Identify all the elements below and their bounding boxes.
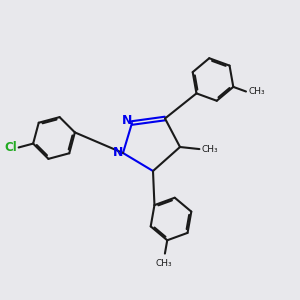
Text: N: N [122, 114, 132, 127]
Text: CH₃: CH₃ [248, 87, 265, 96]
Text: Cl: Cl [4, 141, 17, 154]
Text: N: N [112, 146, 123, 160]
Text: CH₃: CH₃ [202, 145, 218, 154]
Text: CH₃: CH₃ [155, 259, 172, 268]
